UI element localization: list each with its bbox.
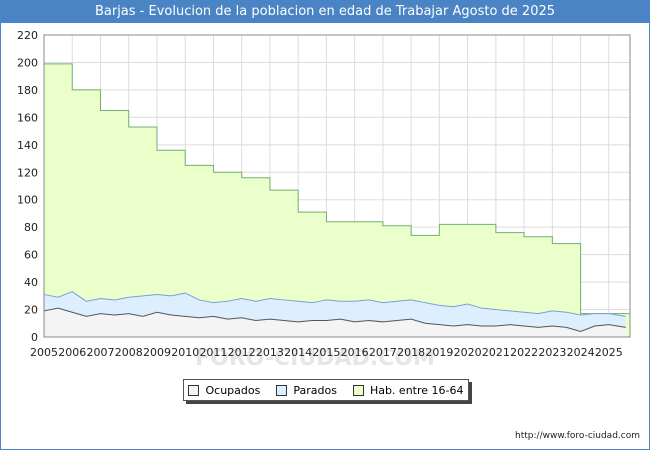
x-tick-label: 2016 [341, 346, 369, 359]
series-ocupados-line [43, 307, 626, 333]
legend-swatch-hab [352, 384, 364, 396]
y-tick-label: 120 [17, 166, 38, 179]
plot-border [43, 34, 631, 338]
legend-item-ocupados: Ocupados [188, 384, 260, 397]
legend-label-ocupados: Ocupados [205, 383, 261, 397]
y-tick-label: 100 [17, 194, 38, 207]
x-tick-label: 2018 [397, 346, 425, 359]
legend-swatch-parados [276, 384, 288, 396]
y-tick-labels: 0 20 40 60 80 100 120 140 160 180 200 220 [17, 29, 38, 344]
chart-title: Barjas - Evolucion de la poblacion en ed… [1, 1, 649, 23]
x-tick-label: 2013 [256, 346, 284, 359]
x-tick-label: 2020 [454, 346, 482, 359]
x-tick-label: 2006 [58, 346, 86, 359]
x-tick-label: 2012 [228, 346, 256, 359]
x-tick-label: 2014 [284, 346, 312, 359]
y-tick-label: 200 [17, 56, 38, 69]
legend-label-parados: Parados [293, 383, 337, 397]
series-areas [43, 63, 631, 338]
watermark: FORO-CIUDAD.COM [195, 346, 435, 371]
y-tick-label: 20 [24, 304, 38, 317]
legend-item-parados: Parados [276, 384, 337, 397]
legend-swatch-ocupados [188, 384, 200, 396]
y-tick-label: 40 [24, 276, 38, 289]
series-ocupados-area [44, 308, 626, 337]
x-tick-label: 2024 [567, 346, 595, 359]
legend: Ocupados Parados Hab. entre 16-64 [183, 379, 469, 401]
footer-url[interactable]: http://www.foro-ciudad.com [515, 431, 640, 441]
legend-label-hab: Hab. entre 16-64 [369, 383, 464, 397]
x-tick-label: 2011 [199, 346, 227, 359]
x-tick-label: 2021 [482, 346, 510, 359]
series-parados-line [43, 291, 626, 317]
x-tick-labels: 2005 2006 2007 2008 2009 2010 2011 2012 2013 2014… [30, 346, 623, 359]
x-tick-label: 2010 [171, 346, 199, 359]
x-tick-label: 2007 [86, 346, 114, 359]
y-tick-label: 140 [17, 139, 38, 152]
series-hab-area [43, 63, 631, 338]
y-tick-label: 220 [17, 29, 38, 42]
y-tick-label: 80 [24, 221, 38, 234]
x-tick-label: 2005 [30, 346, 58, 359]
x-tick-label: 2019 [425, 346, 453, 359]
x-tick-label: 2009 [143, 346, 171, 359]
y-tick-label: 160 [17, 111, 38, 124]
x-tick-label: 2008 [115, 346, 143, 359]
x-tick-label: 2017 [369, 346, 397, 359]
y-tick-label: 60 [24, 249, 38, 262]
x-tick-label: 2025 [595, 346, 623, 359]
x-tick-label: 2015 [312, 346, 340, 359]
y-tick-label: 0 [31, 331, 38, 344]
x-tick-label: 2023 [538, 346, 566, 359]
axes [43, 34, 631, 338]
legend-item-hab: Hab. entre 16-64 [352, 383, 464, 397]
y-tick-label: 180 [17, 84, 38, 97]
x-tick-label: 2022 [510, 346, 538, 359]
